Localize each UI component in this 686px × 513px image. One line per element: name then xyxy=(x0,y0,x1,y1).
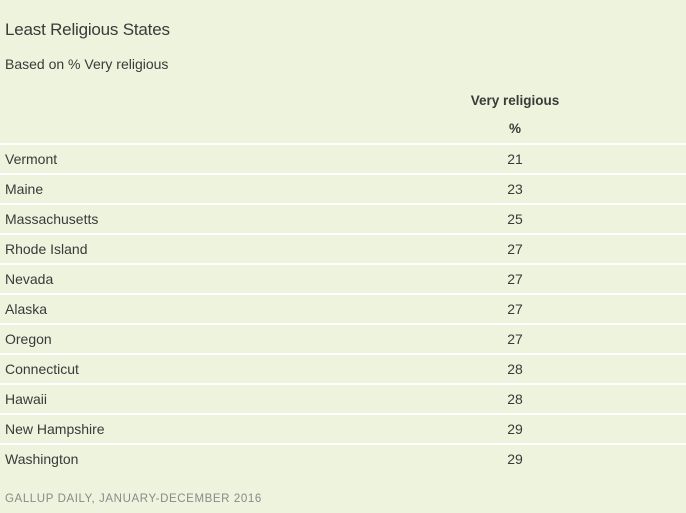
value-label: 28 xyxy=(507,391,523,407)
value-label: 23 xyxy=(507,181,523,197)
table-row: Maine 23 xyxy=(0,173,686,203)
value-label: 25 xyxy=(507,211,523,227)
state-label: Maine xyxy=(5,181,44,197)
table-row: Hawaii 28 xyxy=(0,383,686,413)
state-label: Vermont xyxy=(5,151,58,167)
table-row: Nevada 27 xyxy=(0,263,686,293)
value-label: 27 xyxy=(507,301,523,317)
table-row: Connecticut 28 xyxy=(0,353,686,383)
value-label: 27 xyxy=(507,271,523,287)
data-table: Vermont 21 Maine 23 Massachusetts 25 Rhode Isl… xyxy=(0,143,686,473)
value-label: 27 xyxy=(507,241,523,257)
value-label: 29 xyxy=(507,451,523,467)
state-label: Hawaii xyxy=(5,391,48,407)
table-row: Rhode Island 27 xyxy=(0,233,686,263)
state-label: Washington xyxy=(5,451,79,467)
state-label: Massachusetts xyxy=(5,211,99,227)
state-label: Nevada xyxy=(5,271,54,287)
table-row: Massachusetts 25 xyxy=(0,203,686,233)
value-label: 28 xyxy=(507,361,523,377)
column-header-unit: % xyxy=(508,121,521,136)
state-label: Oregon xyxy=(5,331,52,347)
column-header-very-religious: Very religious xyxy=(470,93,560,108)
table-row: Vermont 21 xyxy=(0,143,686,173)
table-row: Oregon 27 xyxy=(0,323,686,353)
value-label: 29 xyxy=(507,421,523,437)
table-row: Alaska 27 xyxy=(0,293,686,323)
chart-subtitle: Based on % Very religious xyxy=(5,56,169,72)
table-row: Washington 29 xyxy=(0,443,686,473)
value-label: 27 xyxy=(507,331,523,347)
chart-title: Least Religious States xyxy=(5,20,170,39)
table-row: New Hampshire 29 xyxy=(0,413,686,443)
state-label: Connecticut xyxy=(5,361,79,377)
source-note: GALLUP DAILY, JANUARY-DECEMBER 2016 xyxy=(5,493,262,505)
state-label: Rhode Island xyxy=(5,241,88,257)
state-label: New Hampshire xyxy=(5,421,105,437)
state-label: Alaska xyxy=(5,301,48,317)
value-label: 21 xyxy=(507,151,523,167)
